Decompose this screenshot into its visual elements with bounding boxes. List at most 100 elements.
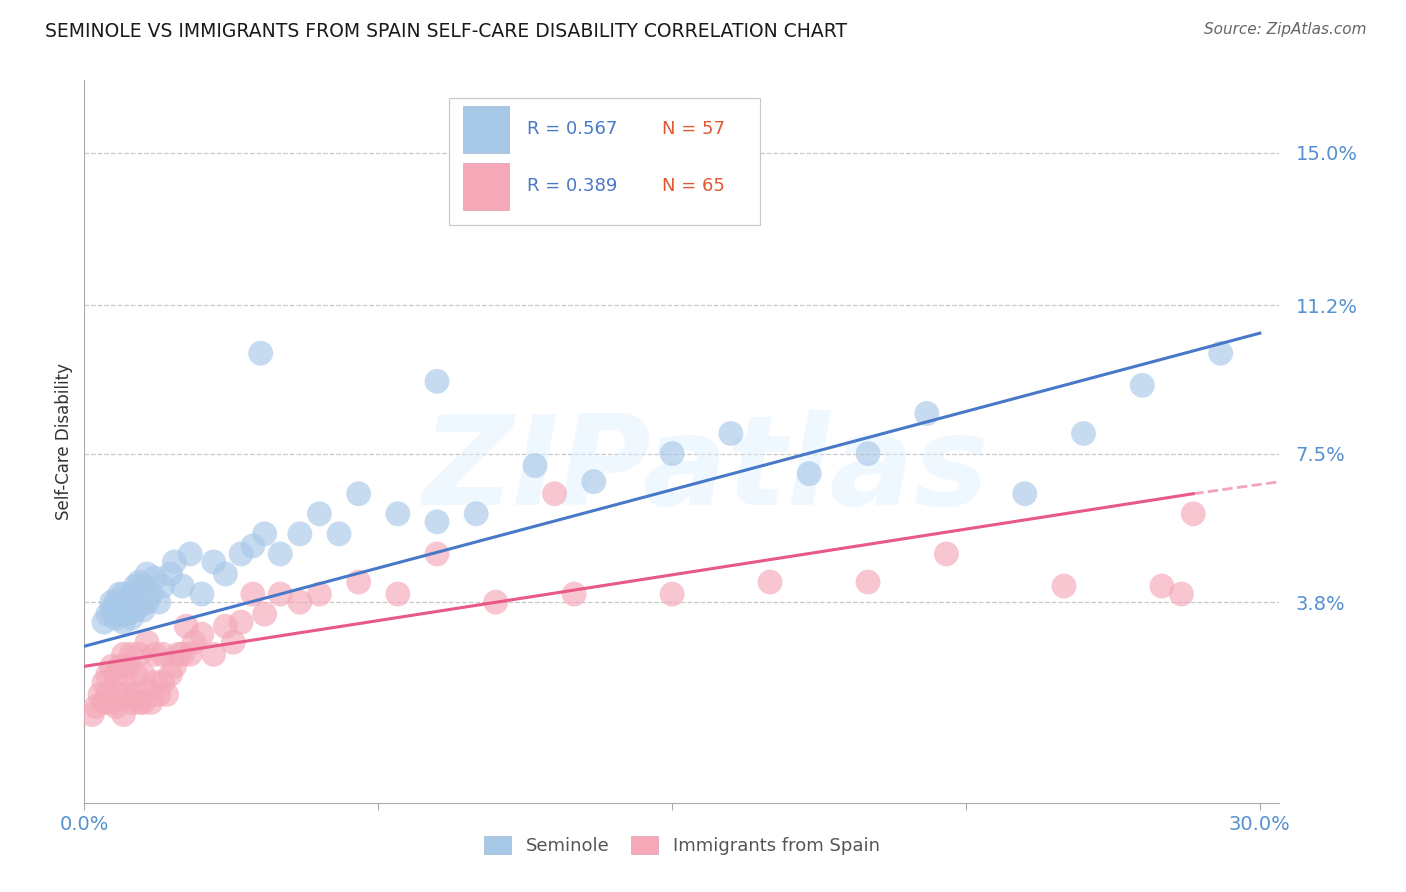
Point (288, 595, 311, 609)
Point (759, 575, 782, 590)
Point (191, 587, 214, 601)
Point (229, 615, 252, 630)
Point (112, 707, 135, 722)
Point (253, 526, 276, 541)
Point (1170, 587, 1192, 601)
Point (387, 507, 409, 521)
Point (172, 648, 194, 662)
Point (97, 607, 120, 622)
Point (582, 475, 605, 489)
Text: Source: ZipAtlas.com: Source: ZipAtlas.com (1204, 22, 1367, 37)
Point (1182, 507, 1205, 521)
Bar (463, 163, 509, 211)
Point (1130, 378, 1153, 392)
Point (117, 687, 139, 701)
Point (124, 579, 146, 593)
Point (93, 696, 115, 710)
Point (112, 607, 135, 622)
Point (222, 635, 245, 649)
Point (856, 575, 879, 590)
Point (426, 375, 449, 389)
Point (562, 587, 585, 601)
Point (191, 627, 214, 641)
Point (1073, 426, 1095, 441)
Point (104, 611, 127, 625)
Point (308, 507, 330, 521)
Point (132, 696, 155, 710)
Point (242, 587, 264, 601)
Point (143, 571, 166, 585)
Point (136, 595, 159, 609)
Point (120, 587, 142, 601)
Point (89, 687, 111, 701)
Point (152, 675, 174, 690)
Point (108, 587, 131, 601)
Point (101, 603, 124, 617)
Point (229, 547, 252, 561)
Point (124, 603, 146, 617)
Legend: Seminole, Immigrants from Spain: Seminole, Immigrants from Spain (477, 829, 887, 863)
Point (163, 555, 186, 569)
Point (159, 667, 181, 681)
Point (172, 579, 194, 593)
Point (84, 699, 107, 714)
Point (156, 687, 179, 701)
Point (288, 526, 311, 541)
Text: SEMINOLE VS IMMIGRANTS FROM SPAIN SELF-CARE DISABILITY CORRELATION CHART: SEMINOLE VS IMMIGRANTS FROM SPAIN SELF-C… (45, 22, 848, 41)
Point (152, 579, 174, 593)
Point (202, 555, 225, 569)
Point (124, 667, 146, 681)
Point (202, 648, 225, 662)
Point (136, 635, 159, 649)
Point (112, 648, 135, 662)
Point (136, 683, 159, 698)
Point (523, 458, 546, 473)
Point (97, 667, 120, 681)
Point (101, 696, 124, 710)
Point (128, 648, 150, 662)
Point (543, 487, 565, 501)
Point (101, 659, 124, 673)
Point (163, 659, 186, 673)
Point (143, 675, 166, 690)
Point (179, 547, 201, 561)
Point (214, 619, 236, 633)
Point (1014, 487, 1036, 501)
Bar (463, 105, 509, 153)
Point (661, 447, 683, 461)
Point (174, 619, 197, 633)
Point (159, 567, 181, 582)
Point (139, 587, 162, 601)
FancyBboxPatch shape (449, 98, 759, 225)
Point (93, 615, 115, 630)
Y-axis label: Self-Care Disability: Self-Care Disability (55, 363, 73, 520)
Point (120, 696, 142, 710)
Point (101, 595, 124, 609)
Point (183, 635, 205, 649)
Point (308, 587, 330, 601)
Point (214, 567, 236, 582)
Point (120, 611, 142, 625)
Point (1209, 346, 1232, 360)
Point (856, 447, 879, 461)
Point (253, 607, 276, 622)
Text: N = 57: N = 57 (662, 120, 724, 137)
Point (426, 515, 449, 529)
Point (720, 426, 742, 441)
Point (148, 595, 170, 609)
Point (104, 595, 127, 609)
Point (117, 607, 139, 622)
Point (152, 648, 174, 662)
Point (143, 648, 166, 662)
Point (167, 648, 190, 662)
Point (915, 407, 938, 421)
Point (93, 675, 115, 690)
Point (249, 346, 271, 360)
Point (347, 487, 370, 501)
Point (104, 667, 127, 681)
Point (1053, 579, 1076, 593)
Point (148, 687, 170, 701)
Point (128, 575, 150, 590)
Point (112, 599, 135, 614)
Point (139, 696, 162, 710)
